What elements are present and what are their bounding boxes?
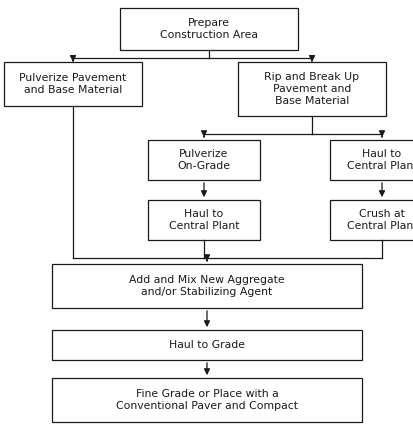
FancyBboxPatch shape [4, 62, 142, 106]
FancyBboxPatch shape [237, 62, 385, 116]
Text: Add and Mix New Aggregate
and/or Stabilizing Agent: Add and Mix New Aggregate and/or Stabili… [129, 275, 284, 297]
FancyBboxPatch shape [120, 8, 297, 50]
FancyBboxPatch shape [52, 330, 361, 360]
FancyBboxPatch shape [147, 200, 259, 240]
FancyBboxPatch shape [147, 140, 259, 180]
Text: Prepare
Construction Area: Prepare Construction Area [159, 18, 257, 40]
FancyBboxPatch shape [52, 264, 361, 308]
Text: Crush at
Central Plant: Crush at Central Plant [346, 209, 413, 231]
Text: Haul to Grade: Haul to Grade [169, 340, 244, 350]
Text: Pulverize Pavement
and Base Material: Pulverize Pavement and Base Material [19, 73, 126, 95]
FancyBboxPatch shape [329, 140, 413, 180]
Text: Pulverize
On-Grade: Pulverize On-Grade [177, 149, 230, 171]
Text: Haul to
Central Plant: Haul to Central Plant [169, 209, 239, 231]
FancyBboxPatch shape [52, 378, 361, 422]
FancyBboxPatch shape [329, 200, 413, 240]
Text: Fine Grade or Place with a
Conventional Paver and Compact: Fine Grade or Place with a Conventional … [116, 389, 297, 411]
Text: Rip and Break Up
Pavement and
Base Material: Rip and Break Up Pavement and Base Mater… [264, 72, 359, 106]
Text: Haul to
Central Plant: Haul to Central Plant [346, 149, 413, 171]
